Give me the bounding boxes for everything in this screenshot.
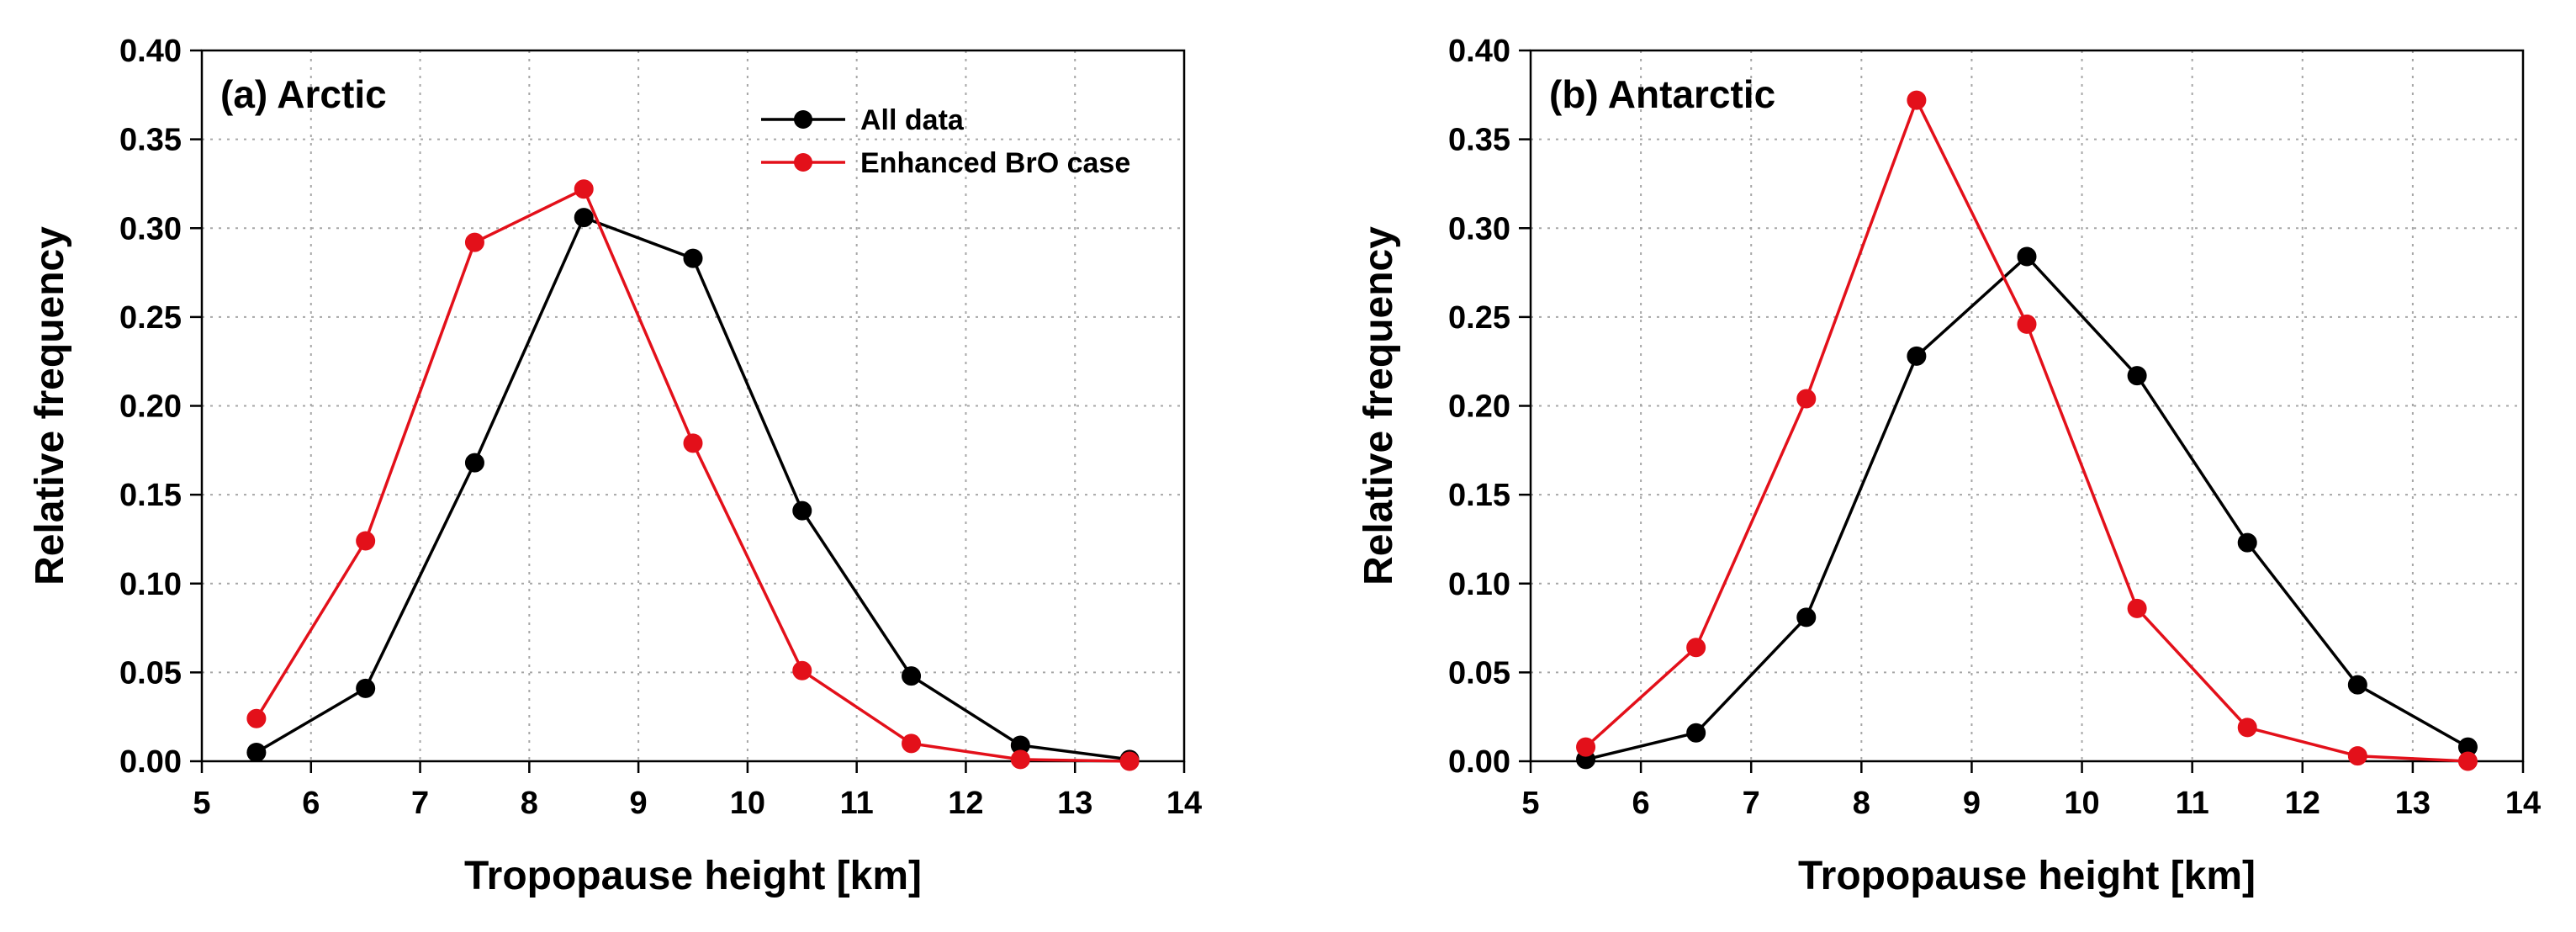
y-tick-label: 0.20 xyxy=(1448,389,1510,425)
data-point-series-1 xyxy=(2347,746,2367,766)
x-tick-label: 14 xyxy=(2505,786,2541,821)
y-tick-label: 0.05 xyxy=(1448,655,1510,691)
data-point-series-1 xyxy=(2237,718,2257,738)
panel-arctic-grid xyxy=(202,50,1184,761)
data-point-series-0 xyxy=(1796,607,1817,628)
x-tick-label: 12 xyxy=(2285,786,2320,821)
y-tick-label: 0.30 xyxy=(119,211,182,246)
panel-antarctic-ticks: 5 6 7 8 9 10 11 12 13 14 0.00 0.05 0.10 0.15 0.20 0.25 0… xyxy=(1448,34,2541,821)
data-point-series-0 xyxy=(356,678,376,698)
legend-entry-enhanced-bro: Enhanced BrO case xyxy=(761,147,1130,179)
x-tick-label: 9 xyxy=(630,786,648,821)
panel-antarctic-x-axis-title: Tropopause height [km] xyxy=(1798,854,2256,898)
data-point-series-1 xyxy=(246,708,267,728)
y-tick-label: 0.25 xyxy=(119,300,182,336)
data-point-series-0 xyxy=(574,208,594,228)
legend: All data Enhanced BrO case xyxy=(761,104,1130,179)
x-tick-label: 10 xyxy=(2064,786,2099,821)
panel-arctic-ticks: 5 6 7 8 9 10 11 12 13 14 0.00 0.05 0.10 0.15 0.20 0.25 0… xyxy=(119,34,1202,821)
panel-antarctic-series xyxy=(1576,90,2478,771)
panel-arctic-y-axis-title: Relative frequency xyxy=(28,226,72,585)
x-tick-label: 6 xyxy=(302,786,320,821)
panel-antarctic: 5 6 7 8 9 10 11 12 13 14 0.00 0.05 0.10 0.15 0.20 0.25 0… xyxy=(1357,34,2541,898)
y-tick-label: 0.40 xyxy=(1448,34,1510,69)
x-tick-label: 8 xyxy=(1853,786,1870,821)
legend-all-data-label: All data xyxy=(860,104,965,136)
data-point-series-0 xyxy=(1686,723,1706,743)
y-tick-label: 0.25 xyxy=(1448,300,1510,336)
data-point-series-0 xyxy=(683,248,703,268)
panel-arctic-x-axis-title: Tropopause height [km] xyxy=(464,854,922,898)
data-point-series-0 xyxy=(2237,532,2257,553)
x-tick-label: 10 xyxy=(730,786,765,821)
panel-antarctic-label: (b) Antarctic xyxy=(1549,72,1775,116)
data-point-series-1 xyxy=(1576,737,1596,757)
data-point-series-0 xyxy=(246,742,267,762)
data-point-series-1 xyxy=(574,179,594,199)
data-point-series-0 xyxy=(1907,346,1927,366)
legend-enhanced-bro-label: Enhanced BrO case xyxy=(860,147,1130,179)
x-tick-label: 5 xyxy=(1521,786,1539,821)
legend-enhanced-bro-marker xyxy=(794,153,812,172)
y-tick-label: 0.20 xyxy=(119,389,182,425)
x-tick-label: 12 xyxy=(948,786,983,821)
data-point-series-1 xyxy=(792,660,812,680)
panel-arctic-label: (a) Arctic xyxy=(220,72,387,116)
data-point-series-1 xyxy=(683,433,703,453)
y-tick-label: 0.15 xyxy=(119,478,182,513)
data-point-series-1 xyxy=(2017,314,2037,334)
x-tick-label: 6 xyxy=(1632,786,1650,821)
data-point-series-1 xyxy=(2457,751,2478,771)
y-tick-label: 0.10 xyxy=(119,567,182,602)
data-point-series-0 xyxy=(2017,246,2037,267)
x-tick-label: 7 xyxy=(411,786,429,821)
data-point-series-0 xyxy=(902,666,922,686)
panel-arctic: 5 6 7 8 9 10 11 12 13 14 0.00 0.05 0.10 0.15 0.20 0.25 0… xyxy=(28,34,1202,898)
x-tick-label: 13 xyxy=(2395,786,2431,821)
y-tick-label: 0.00 xyxy=(1448,744,1510,780)
y-tick-label: 0.00 xyxy=(119,744,182,780)
data-point-series-1 xyxy=(356,531,376,551)
panel-arctic-series xyxy=(246,179,1140,771)
x-tick-label: 11 xyxy=(840,786,874,821)
data-point-series-0 xyxy=(2127,366,2147,386)
data-point-series-1 xyxy=(1119,751,1140,771)
x-tick-label: 14 xyxy=(1166,786,1202,821)
data-point-series-1 xyxy=(1010,749,1030,770)
panel-antarctic-y-axis-title: Relative frequency xyxy=(1357,226,1401,585)
data-point-series-0 xyxy=(464,453,484,473)
y-tick-label: 0.15 xyxy=(1448,478,1510,513)
x-tick-label: 9 xyxy=(1963,786,1981,821)
data-point-series-1 xyxy=(2127,598,2147,618)
x-tick-label: 7 xyxy=(1743,786,1760,821)
legend-entry-all-data: All data xyxy=(761,104,965,136)
y-tick-label: 0.35 xyxy=(119,123,182,158)
y-tick-label: 0.30 xyxy=(1448,211,1510,246)
data-point-series-1 xyxy=(1686,638,1706,658)
data-point-series-0 xyxy=(792,500,812,521)
x-tick-label: 13 xyxy=(1057,786,1092,821)
data-point-series-1 xyxy=(1796,389,1817,409)
y-tick-label: 0.40 xyxy=(119,34,182,69)
y-tick-label: 0.10 xyxy=(1448,567,1510,602)
y-tick-label: 0.05 xyxy=(119,655,182,691)
x-tick-label: 5 xyxy=(193,786,210,821)
data-point-series-0 xyxy=(2347,675,2367,695)
data-point-series-1 xyxy=(1907,90,1927,110)
y-tick-label: 0.35 xyxy=(1448,123,1510,158)
data-point-series-1 xyxy=(464,232,484,252)
data-point-series-1 xyxy=(902,733,922,754)
legend-all-data-marker xyxy=(794,110,812,129)
x-tick-label: 11 xyxy=(2176,786,2209,821)
x-tick-label: 8 xyxy=(521,786,538,821)
